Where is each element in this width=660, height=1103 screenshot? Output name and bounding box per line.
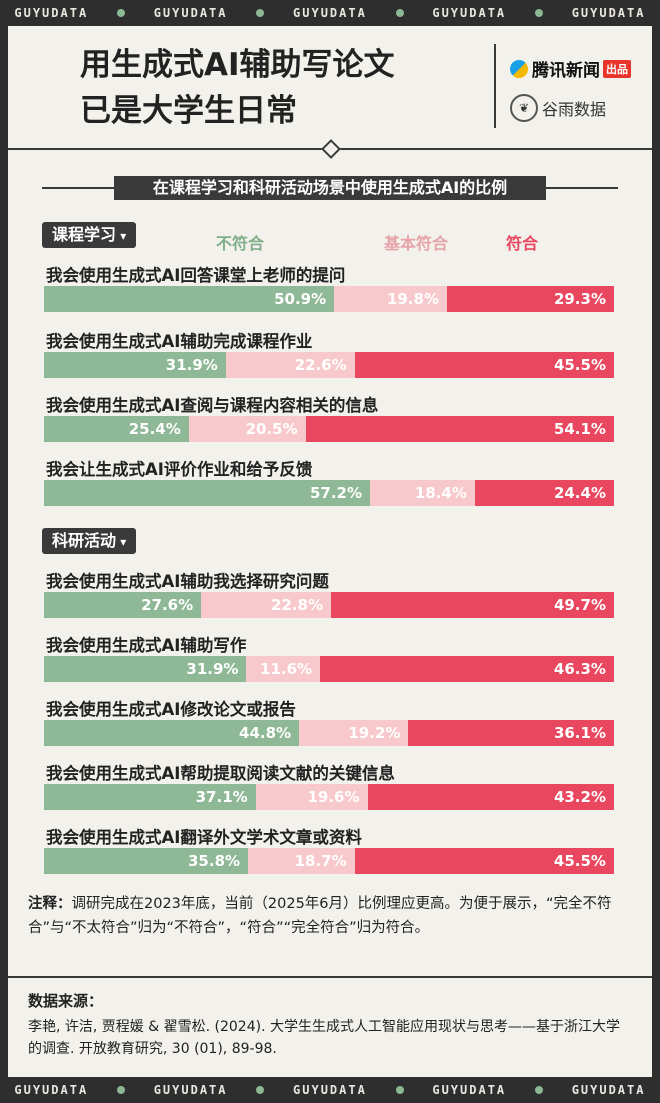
segment-basic: 19.8% bbox=[334, 286, 447, 312]
question-label: 我会使用生成式AI辅助完成课程作业 bbox=[46, 332, 313, 351]
band-dot-icon bbox=[256, 1086, 265, 1094]
question-label: 我会使用生成式AI修改论文或报告 bbox=[46, 700, 296, 719]
segment-disagree: 44.8% bbox=[44, 720, 300, 746]
segment-disagree: 25.4% bbox=[44, 416, 189, 442]
segment-disagree: 27.6% bbox=[44, 592, 202, 618]
band-brand-text: GUYUDATA bbox=[571, 6, 646, 20]
question-label: 我会使用生成式AI回答课堂上老师的提问 bbox=[46, 266, 346, 285]
band-dot-icon bbox=[395, 1086, 404, 1094]
band-dot-icon bbox=[395, 9, 404, 17]
question-label: 我会使用生成式AI辅助我选择研究问题 bbox=[46, 572, 329, 591]
chart-subtitle: 在课程学习和科研活动场景中使用生成式AI的比例 bbox=[114, 176, 546, 200]
tencent-news-text: 腾讯新闻 bbox=[532, 61, 600, 81]
note-label: 注释： bbox=[28, 896, 72, 912]
band-brand-text: GUYUDATA bbox=[432, 6, 507, 20]
band-brand-text: GUYUDATA bbox=[432, 1083, 507, 1097]
segment-agree: 36.1% bbox=[408, 720, 614, 746]
band-dot-icon bbox=[116, 9, 125, 17]
segment-basic: 18.7% bbox=[248, 848, 355, 874]
legend-disagree: 不符合 bbox=[216, 234, 265, 253]
segment-disagree: 31.9% bbox=[44, 352, 226, 378]
stacked-bar: 57.2% 18.4% 24.4% bbox=[44, 480, 614, 506]
question-label: 我会让生成式AI评价作业和给予反馈 bbox=[46, 460, 313, 479]
band-brand-text: GUYUDATA bbox=[153, 6, 228, 20]
question-label: 我会使用生成式AI辅助写作 bbox=[46, 636, 247, 655]
band-brand-text: GUYUDATA bbox=[14, 1083, 89, 1097]
note-text: 调研完成在2023年底，当前（2025年6月）比例理应更高。为便于展示，“完全不… bbox=[28, 896, 612, 936]
chevron-down-icon: ▾ bbox=[116, 535, 127, 549]
section-tag-label: 课程学习 bbox=[52, 225, 117, 244]
band-brand-text: GUYUDATA bbox=[293, 1083, 367, 1097]
segment-basic: 22.6% bbox=[225, 352, 355, 378]
segment-basic: 22.8% bbox=[201, 592, 331, 618]
segment-disagree: 37.1% bbox=[44, 784, 256, 810]
band-brand-text: GUYUDATA bbox=[571, 1083, 646, 1097]
subtitle-row: 在课程学习和科研活动场景中使用生成式AI的比例 bbox=[42, 176, 618, 200]
segment-agree: 49.7% bbox=[330, 592, 614, 618]
guyu-data-text: 谷雨数据 bbox=[542, 100, 607, 119]
title-line-1: 用生成式AI辅助写论文 bbox=[80, 47, 395, 83]
segment-agree: 45.5% bbox=[354, 848, 614, 874]
segment-basic: 11.6% bbox=[246, 656, 321, 682]
source-divider bbox=[8, 976, 652, 978]
stacked-bar: 31.9% 11.6% 46.3% bbox=[44, 656, 614, 682]
source-label: 数据来源： bbox=[28, 992, 104, 1010]
guyu-leaf-icon: ❦ bbox=[510, 94, 538, 122]
segment-disagree: 31.9% bbox=[44, 656, 247, 682]
guyu-data-logo: ❦ 谷雨数据 bbox=[510, 94, 606, 122]
tencent-news-icon bbox=[510, 59, 528, 78]
section-tag-course-learning: 课程学习 ▾ bbox=[42, 222, 137, 248]
bottom-brand-band: GUYUDATA GUYUDATA GUYUDATA GUYUDATA GUYUDATA bbox=[0, 1077, 660, 1103]
section-tag-research: 科研活动 ▾ bbox=[42, 528, 137, 554]
segment-disagree: 50.9% bbox=[44, 286, 335, 312]
legend-basic: 基本符合 bbox=[384, 234, 449, 253]
segment-basic: 18.4% bbox=[370, 480, 475, 506]
segment-agree: 29.3% bbox=[446, 286, 614, 312]
tencent-news-logo: 腾讯新闻 出品 bbox=[510, 56, 631, 81]
band-dot-icon bbox=[256, 9, 265, 17]
top-brand-band: GUYUDATA GUYUDATA GUYUDATA GUYUDATA GUYUDATA bbox=[0, 0, 660, 26]
chevron-down-icon: ▾ bbox=[116, 229, 127, 243]
header: 用生成式AI辅助写论文 已是大学生日常 腾讯新闻 出品 ❦ 谷雨数据 bbox=[8, 26, 652, 148]
band-brand-text: GUYUDATA bbox=[14, 6, 89, 20]
segment-agree: 54.1% bbox=[305, 416, 614, 442]
segment-agree: 45.5% bbox=[354, 352, 614, 378]
stacked-bar: 27.6% 22.8% 49.7% bbox=[44, 592, 614, 618]
stacked-bar: 31.9% 22.6% 45.5% bbox=[44, 352, 614, 378]
stacked-bar: 37.1% 19.6% 43.2% bbox=[44, 784, 614, 810]
tencent-news-tag: 出品 bbox=[603, 59, 631, 78]
segment-basic: 20.5% bbox=[188, 416, 306, 442]
band-brand-text: GUYUDATA bbox=[293, 6, 367, 20]
band-dot-icon bbox=[534, 1086, 543, 1094]
band-dot-icon bbox=[534, 9, 543, 17]
stacked-bar: 50.9% 19.8% 29.3% bbox=[44, 286, 614, 312]
segment-agree: 43.2% bbox=[367, 784, 614, 810]
segment-disagree: 35.8% bbox=[44, 848, 249, 874]
band-dot-icon bbox=[116, 1086, 125, 1094]
page-title: 用生成式AI辅助写论文 已是大学生日常 bbox=[80, 42, 395, 134]
source-citation: 李艳, 许洁, 贾程媛 & 翟雪松. (2024). 大学生生成式人工智能应用现… bbox=[28, 1019, 620, 1057]
stacked-bar: 44.8% 19.2% 36.1% bbox=[44, 720, 614, 746]
title-line-2: 已是大学生日常 bbox=[80, 93, 297, 129]
stacked-bar: 25.4% 20.5% 54.1% bbox=[44, 416, 614, 442]
question-label: 我会使用生成式AI查阅与课程内容相关的信息 bbox=[46, 396, 379, 415]
header-divider bbox=[494, 44, 496, 128]
question-label: 我会使用生成式AI帮助提取阅读文献的关键信息 bbox=[46, 764, 395, 783]
band-brand-text: GUYUDATA bbox=[153, 1083, 228, 1097]
segment-basic: 19.6% bbox=[255, 784, 368, 810]
stacked-bar: 35.8% 18.7% 45.5% bbox=[44, 848, 614, 874]
legend-agree: 符合 bbox=[506, 234, 539, 253]
question-label: 我会使用生成式AI翻译外文学术文章或资料 bbox=[46, 828, 362, 847]
segment-basic: 19.2% bbox=[299, 720, 409, 746]
section-tag-label: 科研活动 bbox=[52, 531, 117, 550]
segment-agree: 24.4% bbox=[474, 480, 614, 506]
segment-disagree: 57.2% bbox=[44, 480, 371, 506]
note: 注释：调研完成在2023年底，当前（2025年6月）比例理应更高。为便于展示，“… bbox=[28, 892, 628, 940]
segment-agree: 46.3% bbox=[320, 656, 614, 682]
infographic-panel: 用生成式AI辅助写论文 已是大学生日常 腾讯新闻 出品 ❦ 谷雨数据 在课程学习… bbox=[8, 26, 652, 1077]
